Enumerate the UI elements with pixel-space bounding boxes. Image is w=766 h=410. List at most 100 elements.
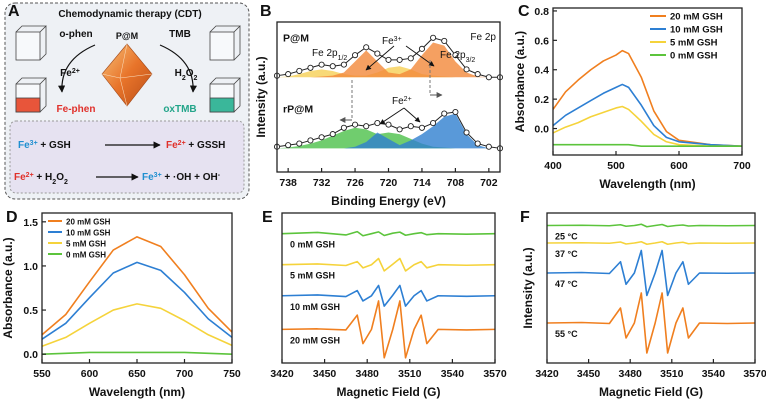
- x-tick-label: 702: [480, 177, 498, 189]
- x-axis-label: Binding Energy (eV): [331, 194, 446, 208]
- plot-frame: [552, 7, 743, 156]
- text-run: Fe: [18, 140, 30, 151]
- legend-label: 5 mM GSH: [670, 38, 718, 49]
- data-point: [385, 121, 392, 128]
- data-point: [463, 129, 470, 136]
- plot-frame: [281, 212, 496, 364]
- annotation-arrow: [403, 107, 421, 123]
- x-tick-label: 3450: [313, 368, 337, 380]
- subscript: 2: [194, 75, 198, 82]
- y-tick-label: 0.2: [534, 94, 549, 106]
- data-point: [351, 121, 359, 128]
- series-line: [41, 261, 233, 340]
- legend-label: 5 mM GSH: [66, 240, 106, 249]
- supscript: 2+: [72, 68, 80, 75]
- cube: [15, 25, 47, 61]
- x-tick-label: 3510: [660, 368, 684, 380]
- subscript: 2: [52, 179, 56, 186]
- x-tick-label: 738: [279, 177, 297, 189]
- panel-label: A: [8, 3, 20, 20]
- arrow: [58, 44, 96, 93]
- ion-label: Fe2+: [60, 68, 80, 80]
- panel-label: C: [518, 3, 530, 20]
- legend-label: 10 mM GSH: [66, 229, 111, 238]
- reaction-right: Fe2+ + GSSH: [166, 140, 225, 152]
- data-point: [396, 56, 403, 63]
- supscript: -: [218, 172, 221, 179]
- data-point: [285, 142, 292, 149]
- plot-frame: [276, 21, 501, 173]
- y-axis-label: Absorbance (a.u.): [1, 237, 15, 338]
- text-run: H: [175, 68, 182, 79]
- supscript: 2+: [404, 96, 412, 103]
- data-point: [296, 140, 303, 147]
- y-tick-label: 0.0: [534, 124, 549, 136]
- x-tick-label: 3480: [356, 368, 380, 380]
- plot: [281, 230, 496, 359]
- data-point: [441, 110, 448, 117]
- data-point: [474, 140, 481, 147]
- data-point: [418, 45, 426, 52]
- panel-label: E: [262, 209, 273, 226]
- data-point: [329, 131, 336, 138]
- data-point: [285, 71, 292, 78]
- oxidant-label: H2O2: [175, 68, 198, 82]
- data-point: [363, 123, 370, 130]
- x-tick-label: 3510: [398, 368, 422, 380]
- series-line: [41, 236, 233, 336]
- x-tick-label: 3420: [270, 368, 294, 380]
- plot: [552, 49, 743, 147]
- text-run: Fe 2p: [312, 48, 338, 59]
- data-point: [374, 120, 381, 127]
- data-point: [385, 56, 392, 63]
- arrow: [159, 44, 197, 93]
- data-point: [363, 44, 370, 51]
- data-point: [329, 63, 336, 70]
- x-tick-label: 550: [33, 368, 51, 380]
- text-run: Fe: [166, 140, 178, 151]
- data-point: [430, 120, 437, 127]
- text-run: Fe 2p: [440, 50, 466, 61]
- annotation: Fe 2p1/2: [312, 48, 347, 62]
- trace-label: P@M: [283, 33, 309, 45]
- annotation: Fe 2p3/2: [440, 50, 475, 64]
- data-point: [430, 34, 437, 41]
- trace-label: 20 mM GSH: [290, 335, 340, 345]
- y-tick-label: 0.5: [23, 305, 38, 317]
- plot-frame: [41, 212, 233, 364]
- reaction-box: [9, 120, 245, 194]
- text-run: Fe: [382, 36, 394, 47]
- x-tick-label: 732: [313, 177, 331, 189]
- reagent-label: o-phen: [59, 29, 92, 40]
- legend-label: 10 mM GSH: [670, 25, 723, 36]
- data-point: [474, 71, 481, 78]
- fit-component: [277, 127, 500, 149]
- trace-label: 55 °C: [555, 329, 578, 339]
- y-tick-label: 1.5: [23, 217, 38, 229]
- supscript: 3+: [394, 36, 402, 43]
- data-point: [340, 61, 347, 68]
- series-line: [41, 303, 233, 347]
- product-label: oxTMB: [163, 104, 196, 115]
- data-point: [318, 61, 325, 68]
- x-tick-label: 700: [733, 160, 751, 172]
- subscript: 3/2: [466, 57, 476, 64]
- reaction-left: Fe3+ + GSH: [18, 140, 71, 152]
- data-point: [418, 124, 426, 131]
- x-axis-label: Wavelength (nm): [599, 177, 695, 191]
- plot: [41, 236, 233, 355]
- supscript: 2+: [26, 172, 34, 179]
- x-tick-label: 3480: [619, 368, 643, 380]
- data-point: [307, 137, 314, 144]
- data-point: [441, 37, 448, 44]
- trace-label: 5 mM GSH: [290, 271, 335, 281]
- nanozyme-edges: [101, 43, 153, 107]
- cube: [15, 77, 47, 113]
- x-axis-label: Magnetic Field (G): [336, 385, 440, 399]
- data-point: [452, 52, 459, 59]
- text-run: + GSH: [38, 140, 71, 151]
- data-point: [318, 134, 325, 141]
- reaction-left: Fe2+ + H2O2: [14, 172, 68, 186]
- subscript: 2: [64, 179, 68, 186]
- data-point: [485, 74, 492, 81]
